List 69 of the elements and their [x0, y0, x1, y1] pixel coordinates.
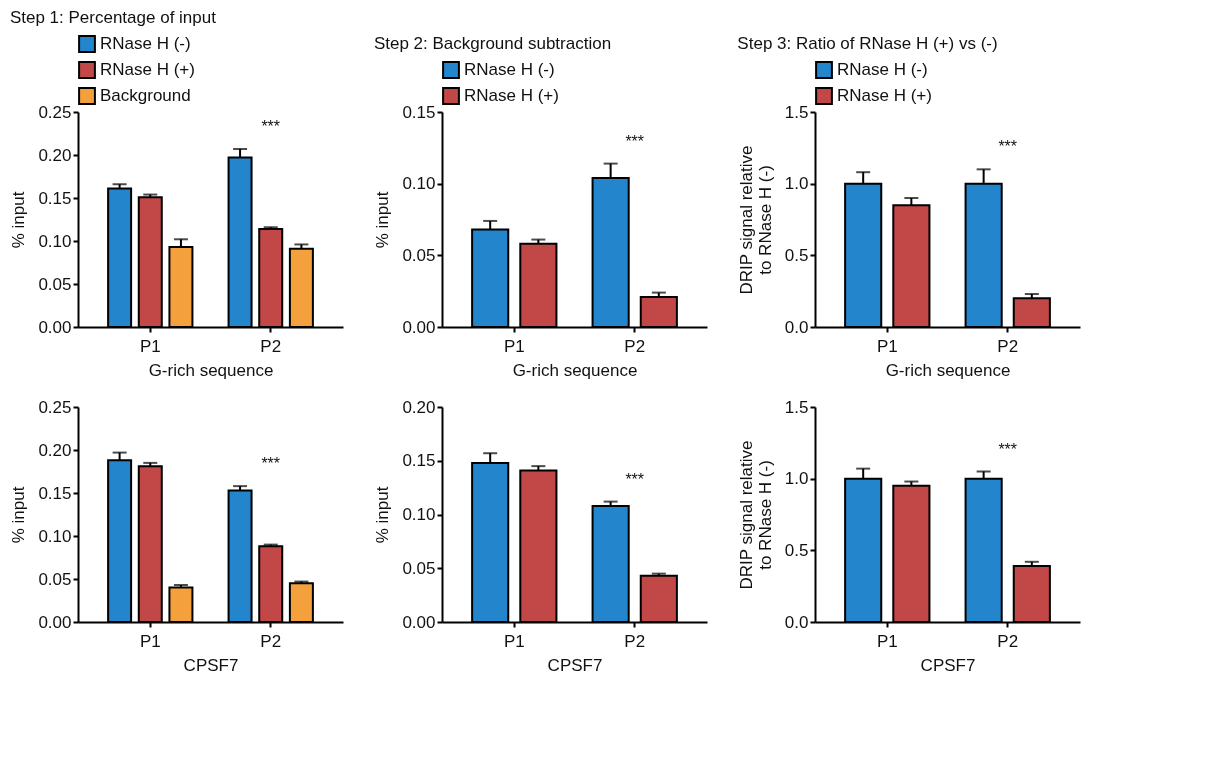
y-axis-title: % input [373, 486, 393, 544]
x-tick-label: P2 [260, 336, 282, 356]
y-tick-label: 0.15 [38, 188, 72, 208]
x-tick-label: P1 [139, 631, 161, 651]
x-tick-label: P2 [624, 336, 646, 356]
chart-title: Step 2: Background subtraction [373, 34, 612, 53]
y-tick-label: 0.0 [784, 612, 809, 632]
y-tick-label: 1.0 [784, 174, 809, 194]
legend-label: RNase H (+) [464, 86, 559, 105]
y-axis-title: DRIP signal relative to RNase H (-) [736, 440, 775, 590]
x-tick-label: P1 [503, 336, 525, 356]
y-tick-label: 0.0 [784, 317, 809, 337]
y-axis-title: % input [9, 486, 29, 544]
x-axis-title: G-rich sequence [885, 360, 1011, 380]
y-tick-label: 0.00 [402, 317, 436, 337]
x-axis-title: CPSF7 [183, 655, 239, 675]
legend-label: RNase H (-) [100, 34, 191, 53]
annotation: *** [625, 470, 645, 488]
x-axis-title: CPSF7 [547, 655, 603, 675]
x-tick-label: P1 [139, 336, 161, 356]
x-tick-label: P2 [997, 631, 1019, 651]
y-tick-label: 1.5 [784, 102, 809, 122]
annotation: *** [998, 138, 1018, 156]
y-tick-label: 0.15 [402, 102, 436, 122]
y-tick-label: 0.20 [38, 440, 72, 460]
legend-label: RNase H (+) [837, 86, 932, 105]
y-axis-title: % input [9, 191, 29, 249]
chart-title: Step 1: Percentage of input [9, 8, 217, 27]
legend-label: RNase H (+) [100, 60, 195, 79]
y-tick-label: 0.5 [784, 245, 809, 265]
annotation: *** [998, 440, 1018, 458]
annotation: *** [625, 132, 645, 150]
chart-title: Step 3: Ratio of RNase H (+) vs (-) [737, 34, 998, 53]
y-tick-label: 0.00 [38, 317, 72, 337]
y-tick-label: 0.05 [402, 558, 436, 578]
y-tick-label: 0.20 [38, 145, 72, 165]
x-axis-title: G-rich sequence [148, 360, 274, 380]
y-tick-label: 0.10 [402, 505, 436, 524]
y-tick-label: 0.20 [402, 397, 436, 417]
annotation: *** [261, 117, 281, 135]
y-tick-label: 0.00 [38, 612, 72, 632]
y-tick-label: 0.00 [402, 612, 436, 632]
y-tick-label: 0.15 [402, 451, 436, 471]
x-tick-label: P1 [503, 631, 525, 651]
y-tick-label: 0.05 [38, 274, 72, 294]
y-tick-label: 0.25 [38, 397, 72, 417]
y-tick-label: 0.25 [38, 102, 72, 122]
x-tick-label: P2 [997, 336, 1019, 356]
y-tick-label: 0.05 [38, 569, 72, 589]
y-tick-label: 1.0 [784, 469, 809, 489]
legend-label: RNase H (-) [837, 60, 928, 79]
x-axis-title: G-rich sequence [512, 360, 638, 380]
y-tick-label: 0.05 [402, 245, 436, 265]
annotation: *** [261, 455, 281, 473]
x-tick-label: P2 [624, 631, 646, 651]
legend-label: Background [100, 86, 191, 105]
x-tick-label: P2 [260, 631, 282, 651]
y-tick-label: 0.10 [402, 174, 436, 194]
y-axis-title: DRIP signal relative to RNase H (-) [736, 145, 775, 295]
y-tick-label: 1.5 [784, 397, 809, 417]
y-tick-label: 0.15 [38, 483, 72, 503]
y-tick-label: 0.10 [38, 231, 72, 251]
x-tick-label: P1 [876, 631, 898, 651]
y-tick-label: 0.10 [38, 526, 72, 546]
x-axis-title: CPSF7 [920, 655, 976, 675]
y-tick-label: 0.5 [784, 540, 809, 560]
x-tick-label: P1 [876, 336, 898, 356]
y-axis-title: % input [373, 191, 393, 249]
legend-label: RNase H (-) [464, 60, 555, 79]
